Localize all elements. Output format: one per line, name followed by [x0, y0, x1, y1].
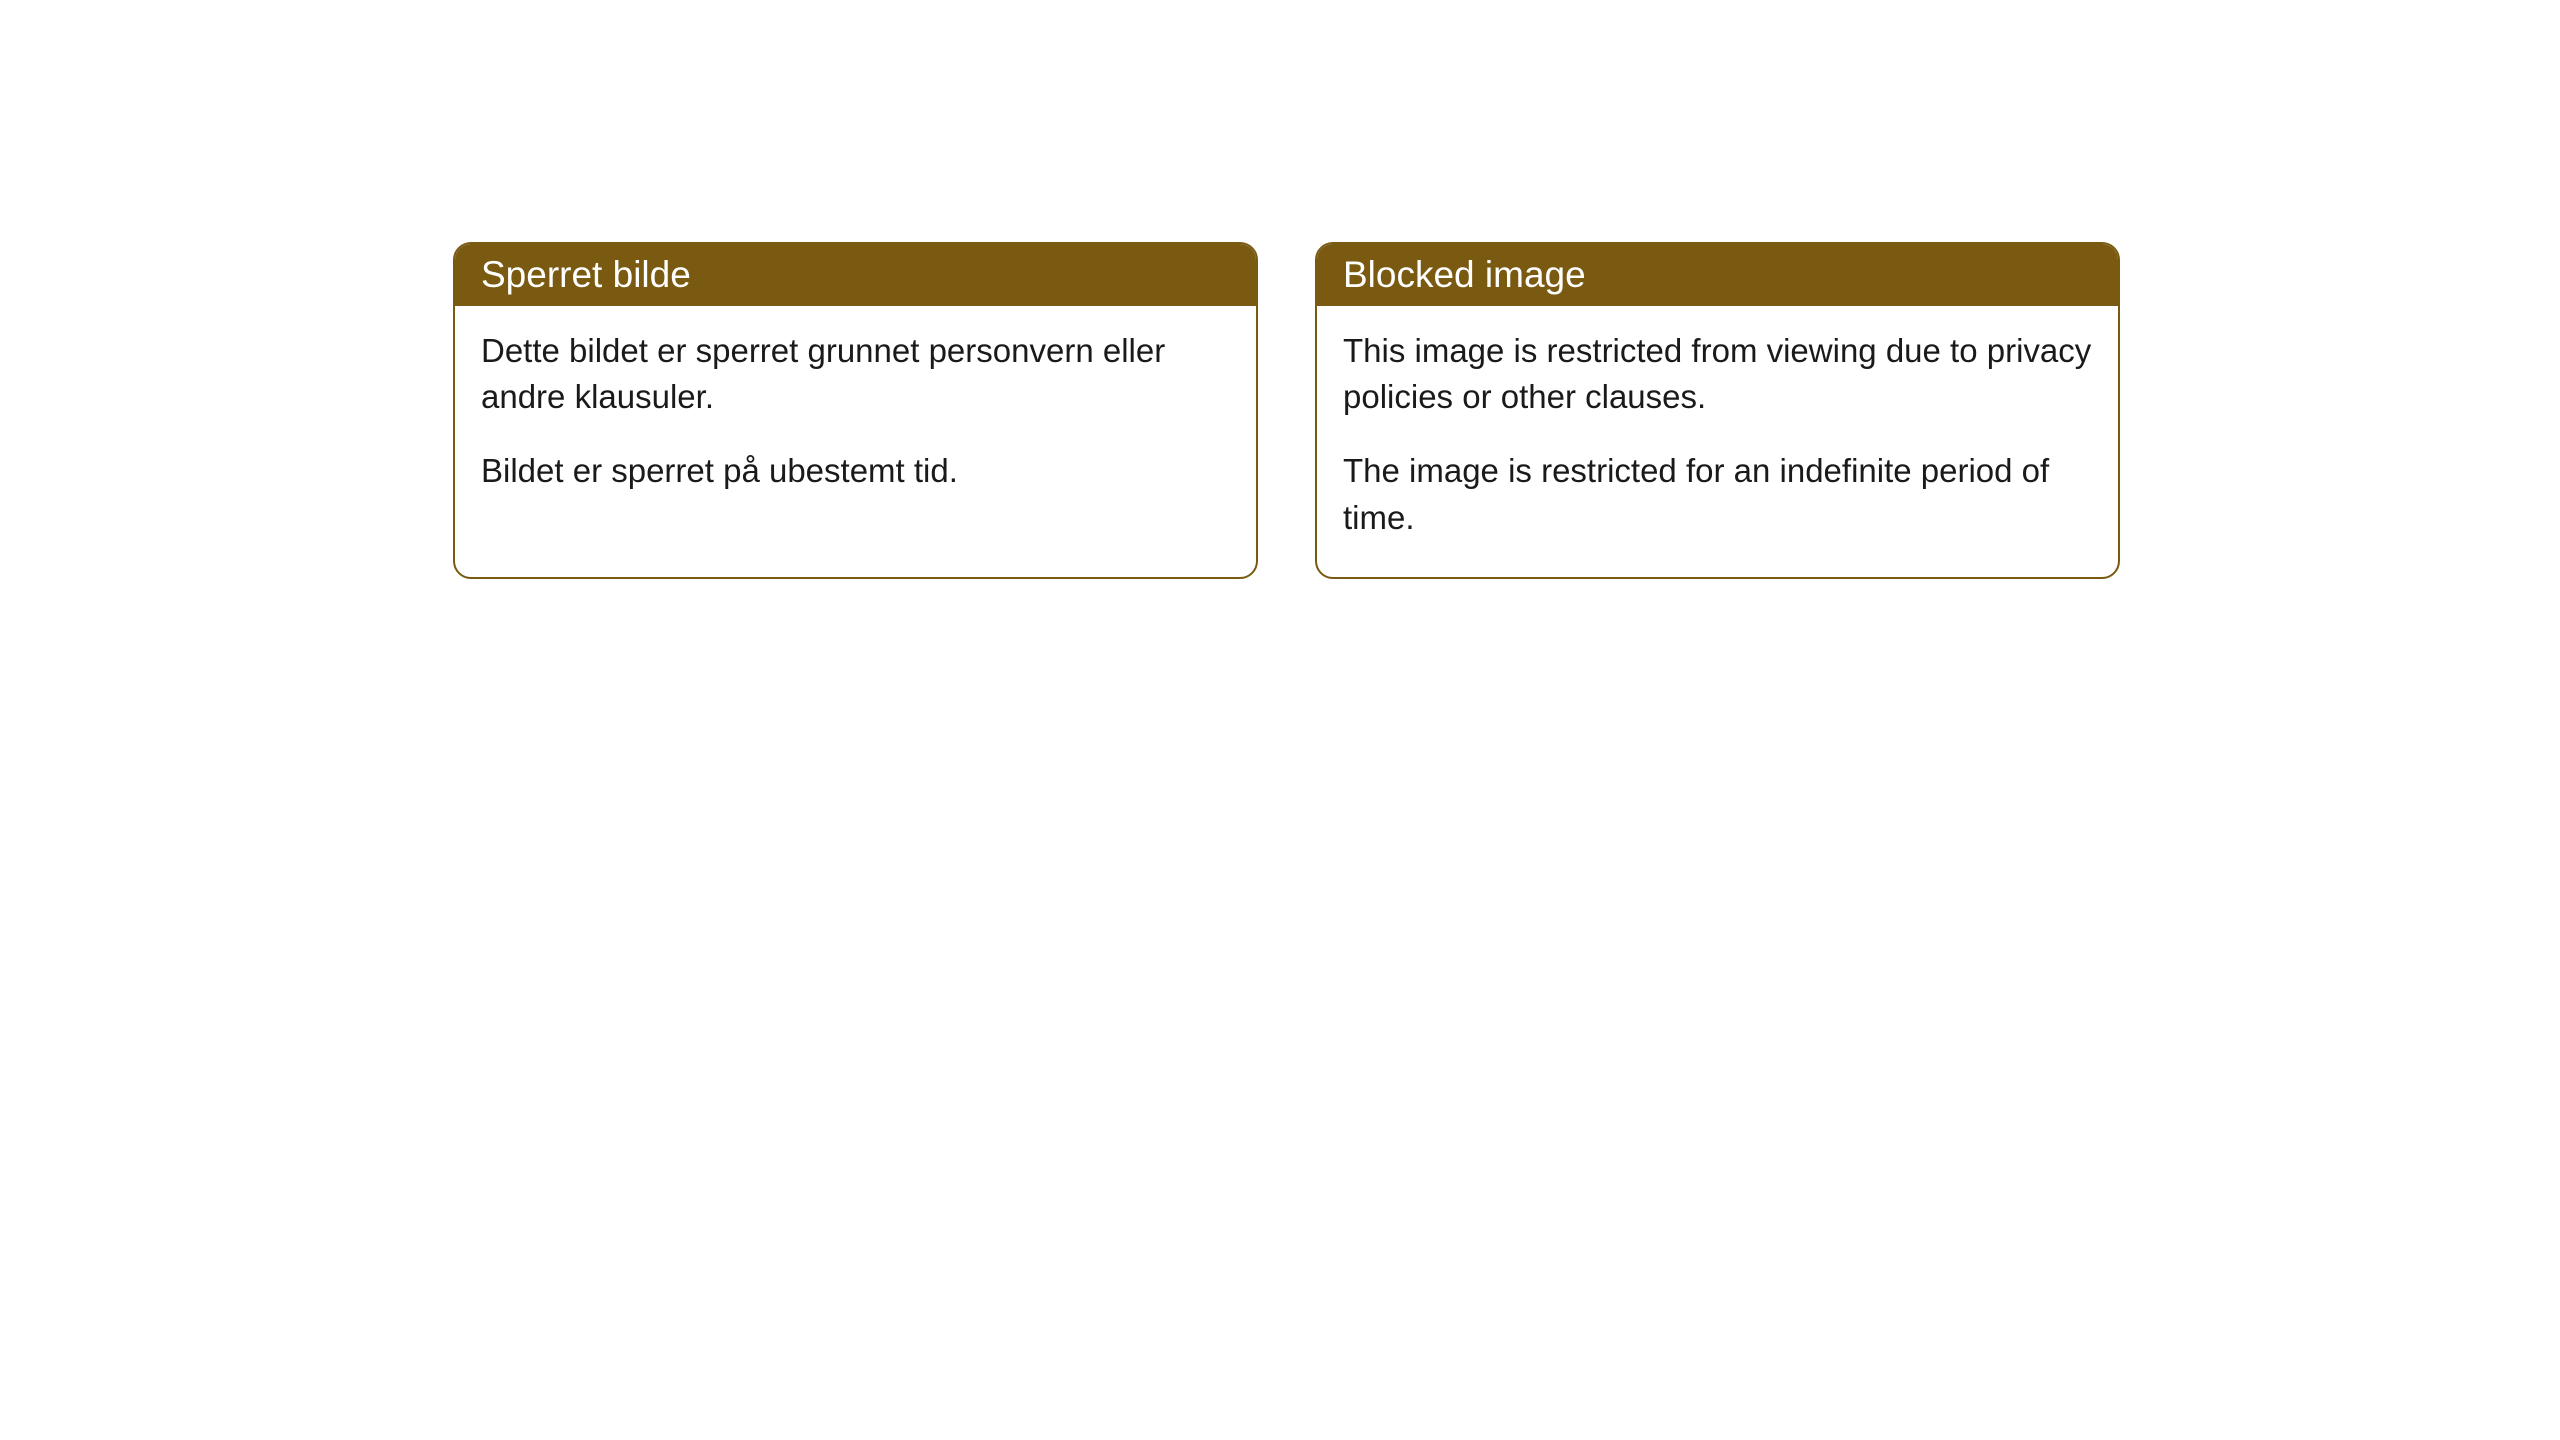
card-paragraph-2: The image is restricted for an indefinit… — [1343, 448, 2092, 540]
card-paragraph-1: Dette bildet er sperret grunnet personve… — [481, 328, 1230, 420]
card-paragraph-2: Bildet er sperret på ubestemt tid. — [481, 448, 1230, 494]
notice-cards-container: Sperret bilde Dette bildet er sperret gr… — [453, 242, 2120, 579]
card-header-norwegian: Sperret bilde — [455, 244, 1256, 306]
card-body-english: This image is restricted from viewing du… — [1317, 306, 2118, 577]
card-header-english: Blocked image — [1317, 244, 2118, 306]
blocked-image-card-norwegian: Sperret bilde Dette bildet er sperret gr… — [453, 242, 1258, 579]
card-body-norwegian: Dette bildet er sperret grunnet personve… — [455, 306, 1256, 531]
card-paragraph-1: This image is restricted from viewing du… — [1343, 328, 2092, 420]
blocked-image-card-english: Blocked image This image is restricted f… — [1315, 242, 2120, 579]
